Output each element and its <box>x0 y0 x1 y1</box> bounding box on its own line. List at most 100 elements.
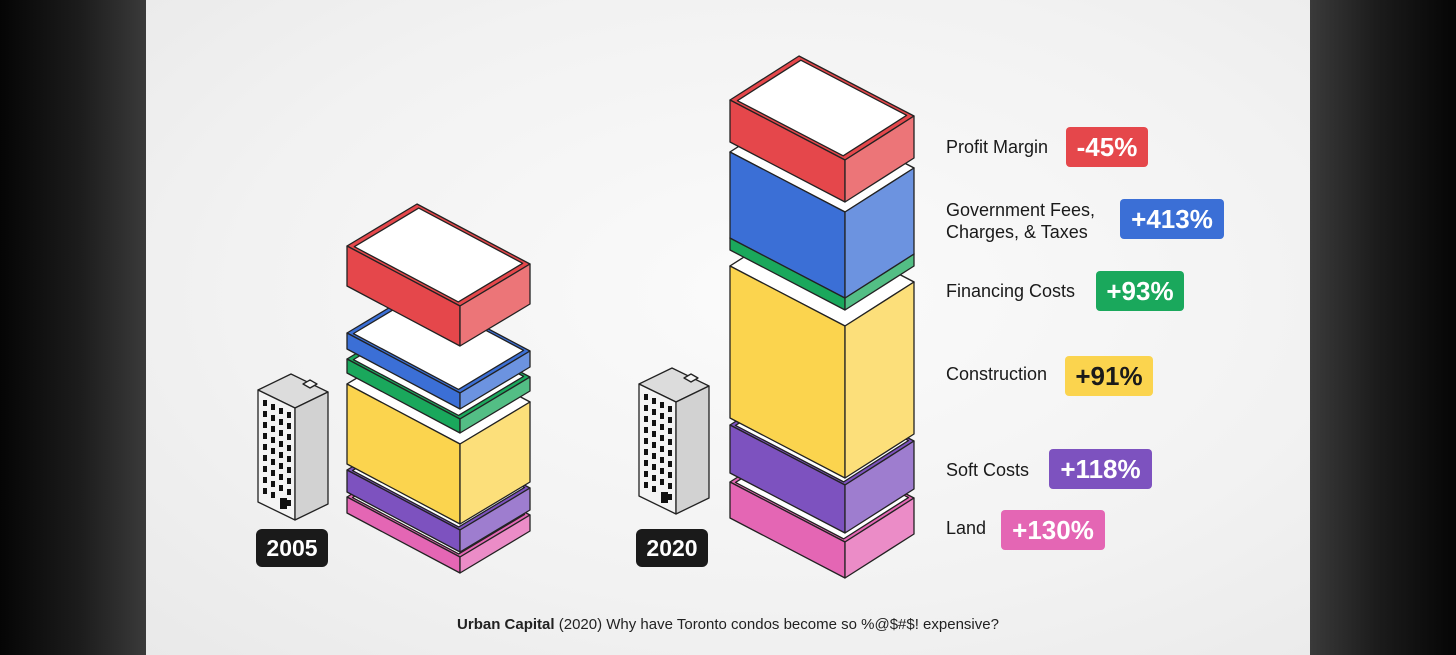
building-2005-window <box>279 474 283 480</box>
building-2020-window <box>660 402 664 408</box>
label-profit-margin: Profit Margin <box>946 137 1049 157</box>
building-2005-window <box>263 411 267 417</box>
building-2020-window <box>668 494 672 500</box>
label-financing-costs: Financing Costs <box>946 281 1076 301</box>
slab-2020-profit-top-inner <box>736 59 908 157</box>
building-2005-window <box>263 466 267 472</box>
building-2020 <box>638 367 710 515</box>
right-letterbox <box>1310 0 1456 655</box>
building-2005-window <box>287 467 291 473</box>
building-2020-window <box>660 446 664 452</box>
building-2020-window <box>644 394 648 400</box>
building-2020-window <box>652 486 656 492</box>
building-2020-window <box>668 406 672 412</box>
building-2005-roof-box <box>302 379 318 389</box>
building-2020-window <box>660 457 664 463</box>
building-2020-side <box>675 385 710 515</box>
building-2020-window <box>652 442 656 448</box>
slab-2005-construction-right <box>459 401 531 525</box>
building-icon-2005 <box>257 373 329 521</box>
building-2005-window <box>263 422 267 428</box>
year-badge-2005: 2005 <box>256 529 328 567</box>
building-2005-window <box>287 434 291 440</box>
building-icon-2020 <box>638 367 710 515</box>
caption-source: Urban Capital <box>457 616 555 633</box>
building-2005-window <box>279 408 283 414</box>
slab-2005-profit <box>346 203 531 347</box>
building-2005-window <box>271 470 275 476</box>
building-2005-window <box>263 433 267 439</box>
building-2020-window <box>668 439 672 445</box>
building-2005-window <box>271 415 275 421</box>
building-2005-window <box>271 481 275 487</box>
building-2005-window <box>271 426 275 432</box>
label-land: Land <box>946 518 987 538</box>
building-2020-window <box>644 482 648 488</box>
slab-2020-profit-right <box>844 115 915 203</box>
building-2020-window <box>660 435 664 441</box>
building-2005-window <box>287 445 291 451</box>
year-badge-2020: 2020 <box>636 529 708 567</box>
badge-profit-margin: -45% <box>1066 127 1148 167</box>
building-2005-window <box>263 488 267 494</box>
building-2005-window <box>271 459 275 465</box>
building-2020-window <box>668 472 672 478</box>
building-2020-window <box>660 468 664 474</box>
building-2005-window <box>279 463 283 469</box>
building-2020-window <box>652 420 656 426</box>
badge-government-fees: +413% <box>1120 199 1224 239</box>
building-2020-window <box>644 449 648 455</box>
building-2005-window <box>279 485 283 491</box>
building-2020-window <box>668 483 672 489</box>
slab-2005-profit-top-inner <box>353 207 524 303</box>
slab-2005-profit-right <box>459 263 531 347</box>
building-2005-window <box>263 455 267 461</box>
building-2005-window <box>287 412 291 418</box>
building-2005-window <box>287 478 291 484</box>
building-2005-window <box>287 489 291 495</box>
building-2020-window <box>652 453 656 459</box>
building-2005-window <box>279 419 283 425</box>
building-2020-window <box>652 398 656 404</box>
left-letterbox <box>0 0 146 655</box>
building-2020-window <box>668 450 672 456</box>
badge-financing-costs: +93% <box>1096 271 1184 311</box>
slab-2005-land-right <box>459 514 531 574</box>
building-2005-window <box>263 477 267 483</box>
label-construction: Construction <box>946 364 1048 384</box>
building-2005-window <box>271 437 275 443</box>
building-2005-window <box>279 441 283 447</box>
building-2005-window <box>287 423 291 429</box>
building-2020-window <box>668 428 672 434</box>
building-2005-window <box>271 448 275 454</box>
badge-land: +130% <box>1001 510 1105 550</box>
building-2020-window <box>644 405 648 411</box>
building-2020-window <box>644 438 648 444</box>
building-2005-window <box>263 444 267 450</box>
slab-2005-government <box>346 290 531 410</box>
building-2020-window <box>652 409 656 415</box>
badge-construction: +91% <box>1065 356 1153 396</box>
slab-2005-financing-right <box>459 376 531 434</box>
building-2020-window <box>652 464 656 470</box>
building-2020-window <box>644 427 648 433</box>
building-2005-window <box>271 404 275 410</box>
building-2005-window <box>263 400 267 406</box>
stack-2020 <box>729 55 915 579</box>
building-2020-window <box>652 431 656 437</box>
slab-2005-government-right <box>459 350 531 410</box>
building-2020-window <box>660 479 664 485</box>
label-government-fees: Government Fees, Charges, & Taxes <box>946 200 1096 242</box>
building-2005-window <box>287 456 291 462</box>
building-2005-side <box>294 391 329 521</box>
building-2020-window <box>644 416 648 422</box>
building-2020-window <box>668 461 672 467</box>
building-2020-window <box>644 471 648 477</box>
slab-2005-soft-costs-right <box>459 487 531 553</box>
building-2020-window <box>652 475 656 481</box>
building-2020-window <box>660 413 664 419</box>
building-2020-roof-box <box>683 373 699 383</box>
slab-2020-land-right <box>844 497 915 579</box>
building-2005-window <box>271 492 275 498</box>
